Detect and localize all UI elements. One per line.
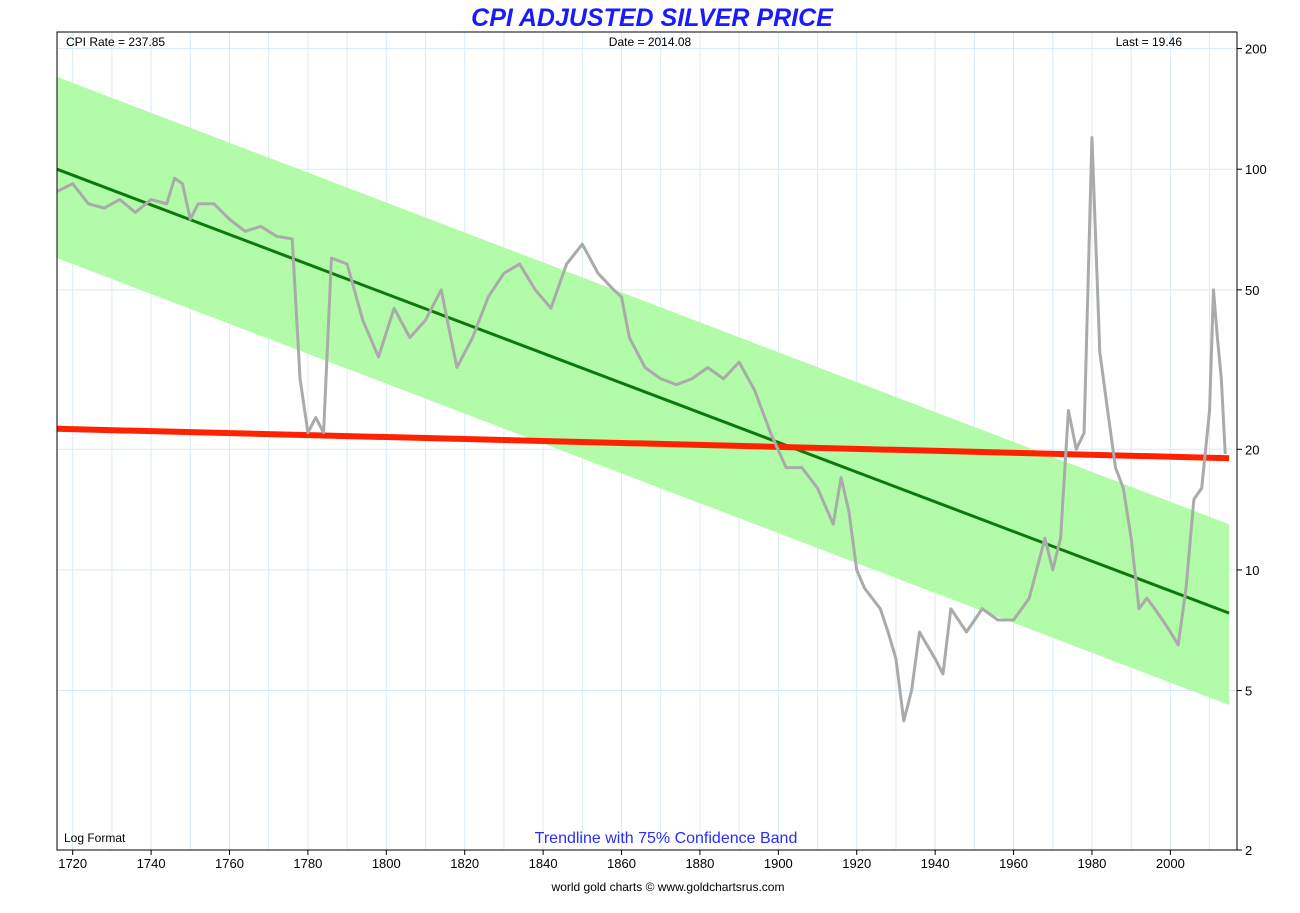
x-tick-label: 1760 — [215, 856, 244, 871]
x-tick-label: 2000 — [1156, 856, 1185, 871]
x-tick-label: 1800 — [372, 856, 401, 871]
x-tick-label: 1840 — [529, 856, 558, 871]
x-tick-label: 1780 — [293, 856, 322, 871]
price-line — [56, 135, 1227, 723]
cpi-rate-label: CPI Rate = 237.85 — [66, 35, 165, 49]
y-tick-label: 200 — [1245, 42, 1267, 57]
y-tick-label: 20 — [1245, 442, 1259, 457]
x-tick-label: 1720 — [58, 856, 87, 871]
x-tick-label: 1980 — [1077, 856, 1106, 871]
x-tick-label: 1960 — [999, 856, 1028, 871]
y-axis: 200 100 50 20 10 5 2 — [1237, 42, 1267, 858]
x-tick-label: 1920 — [842, 856, 871, 871]
plot-area — [56, 31, 1238, 851]
chart-title: CPI ADJUSTED SILVER PRICE — [471, 4, 834, 32]
x-tick-label: 1740 — [137, 856, 166, 871]
x-tick-label: 1860 — [607, 856, 636, 871]
y-tick-label: 2 — [1245, 843, 1252, 858]
x-tick-label: 1820 — [450, 856, 479, 871]
horizontal-red-line — [56, 425, 1230, 462]
trend-line — [56, 167, 1230, 615]
y-tick-label: 50 — [1245, 283, 1259, 298]
plot-frame — [56, 31, 1238, 851]
y-tick-label: 10 — [1245, 563, 1259, 578]
chart-subtitle: Trendline with 75% Confidence Band — [535, 830, 798, 847]
date-label: Date = 2014.08 — [609, 35, 692, 49]
x-tick-label: 1940 — [921, 856, 950, 871]
x-axis: 1720 1740 1760 1780 1800 1820 1840 1860 1880 1900… — [58, 850, 1185, 871]
x-tick-label: 1900 — [764, 856, 793, 871]
y-tick-label: 100 — [1245, 162, 1267, 177]
x-tick-label: 1880 — [685, 856, 714, 871]
log-format-label: Log Format — [64, 831, 126, 845]
y-tick-label: 5 — [1245, 684, 1252, 699]
credit-text: world gold charts © www.goldchartsrus.co… — [551, 880, 785, 894]
last-value-label: Last = 19.46 — [1116, 35, 1183, 49]
